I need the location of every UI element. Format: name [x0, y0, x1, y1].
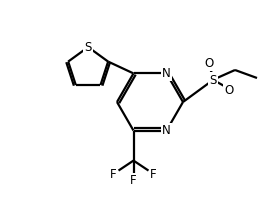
Text: S: S	[85, 40, 92, 54]
Text: N: N	[162, 67, 171, 80]
Text: O: O	[204, 57, 214, 70]
Text: F: F	[150, 168, 157, 181]
Text: F: F	[130, 174, 137, 187]
Text: N: N	[162, 124, 171, 137]
Text: O: O	[224, 84, 234, 97]
Text: S: S	[209, 73, 217, 86]
Text: F: F	[110, 168, 117, 181]
